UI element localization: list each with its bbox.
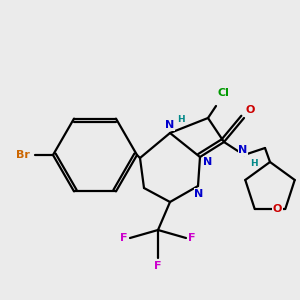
Text: F: F: [120, 233, 128, 243]
Text: Cl: Cl: [217, 88, 229, 98]
Text: N: N: [238, 145, 247, 155]
Text: O: O: [245, 105, 255, 115]
Text: N: N: [165, 120, 175, 130]
Text: N: N: [203, 157, 213, 167]
Text: O: O: [273, 204, 282, 214]
Text: H: H: [250, 160, 258, 169]
Text: H: H: [177, 116, 185, 124]
Text: F: F: [188, 233, 196, 243]
Text: N: N: [194, 189, 204, 199]
Text: Br: Br: [16, 150, 30, 160]
Text: F: F: [154, 261, 162, 271]
